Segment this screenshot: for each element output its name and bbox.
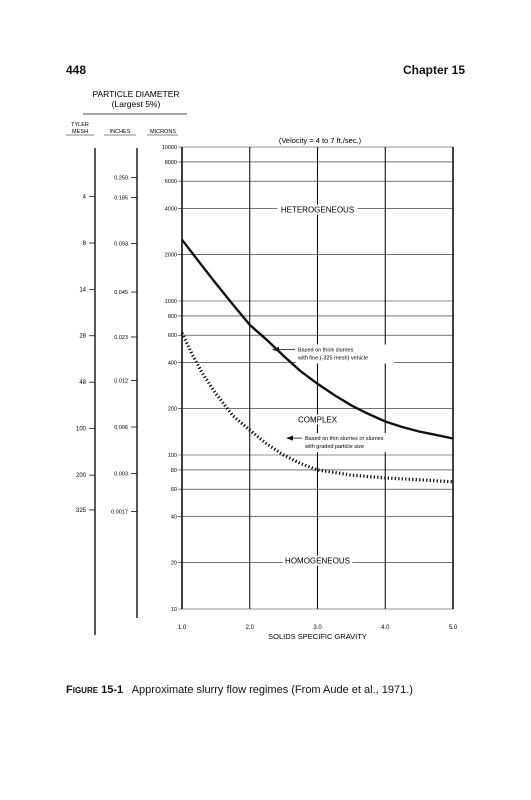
- y-tick-label: 8000: [165, 160, 177, 166]
- inches-label: 0.012: [114, 378, 128, 384]
- y-tick-label: 400: [168, 360, 177, 366]
- annotation-bg: [296, 344, 394, 364]
- tyler-mesh-label: 48: [79, 380, 86, 386]
- inches-label: 0.045: [114, 290, 128, 296]
- x-axis-title: SOLIDS SPECIFIC GRAVITY: [268, 632, 367, 641]
- y-tick-label: 600: [168, 333, 177, 339]
- region-label-bg: [282, 555, 353, 566]
- y-tick-label: 10: [171, 607, 177, 613]
- inches-label: 0.0017: [111, 509, 128, 515]
- y-tick-label: 800: [168, 314, 177, 320]
- annotation-bg: [303, 433, 411, 453]
- inches-label: 0.003: [114, 471, 128, 477]
- tyler-mesh-label: 28: [79, 334, 86, 340]
- x-tick-label: 3.0: [313, 625, 322, 631]
- series-line-dotted: [180, 332, 454, 484]
- y-tick-label: 200: [168, 407, 177, 413]
- figure-word: Figure: [66, 684, 99, 696]
- inches-header: INCHES: [110, 129, 131, 135]
- microns-header: MICRONS: [150, 129, 176, 135]
- y-tick-label: 60: [171, 487, 177, 493]
- y-tick-label: 40: [171, 514, 177, 520]
- page-number: 448: [66, 63, 87, 77]
- region-label-bg: [277, 204, 358, 215]
- tyler-mesh-label: 200: [76, 473, 87, 479]
- annotation-thick-line2: with fine (-325 mesh) vehicle: [297, 355, 368, 361]
- inches-label: 0.006: [114, 425, 128, 431]
- figure-caption: Figure 15-1 Approximate slurry flow regi…: [66, 684, 413, 696]
- x-tick-label: 1.0: [178, 625, 187, 631]
- particle-diameter-subheading: (Largest 5%): [112, 99, 161, 109]
- region-label: COMPLEX: [298, 416, 338, 425]
- tyler-mesh-header-line2: MESH: [72, 129, 88, 135]
- inches-label: 0.093: [114, 242, 128, 248]
- annotation-thin-arrowhead: [286, 435, 293, 441]
- region-label: HETEROGENEOUS: [281, 206, 354, 215]
- tyler-mesh-label: 14: [79, 287, 86, 293]
- annotation-thick-arrowhead: [272, 346, 279, 352]
- annotation-thick-line1: Based on thick slurries: [298, 347, 354, 353]
- y-tick-label: 10000: [162, 145, 177, 151]
- chapter-title: Chapter 15: [402, 63, 465, 77]
- y-tick-label: 1000: [165, 299, 177, 305]
- tyler-mesh-header-line1: TYLER: [71, 122, 89, 128]
- y-tick-label: 100: [168, 453, 177, 459]
- y-tick-label: 80: [171, 468, 177, 474]
- x-tick-label: 5.0: [449, 625, 458, 631]
- annotation-thin-line2: with graded particle size: [304, 444, 364, 450]
- region-label: HOMOGENEOUS: [285, 557, 350, 566]
- inches-label: 0.185: [114, 195, 128, 201]
- figure-number: 15-1: [101, 684, 124, 696]
- y-tick-label: 2000: [165, 253, 177, 259]
- series-line-solid: [181, 238, 454, 440]
- y-tick-label: 6000: [165, 179, 177, 185]
- y-tick-label: 4000: [165, 206, 177, 212]
- tyler-mesh-label: 100: [76, 426, 87, 432]
- x-tick-label: 4.0: [381, 625, 390, 631]
- annotation-thin-line1: Based on thin slurries or slurries: [305, 436, 384, 442]
- y-tick-label: 20: [171, 561, 177, 567]
- tyler-mesh-label: 325: [76, 508, 87, 514]
- inches-label: 0.023: [114, 335, 128, 341]
- particle-diameter-heading: PARTICLE DIAMETER: [92, 89, 179, 99]
- tyler-mesh-label: 4: [83, 195, 87, 201]
- x-tick-label: 2.0: [246, 625, 255, 631]
- caption-text: Approximate slurry flow regimes (From Au…: [131, 684, 413, 696]
- region-label-bg: [293, 414, 342, 425]
- chart-title: (Velocity = 4 to 7 ft./sec.): [279, 136, 362, 145]
- inches-label: 0.250: [114, 175, 128, 181]
- tyler-mesh-label: 8: [83, 241, 87, 247]
